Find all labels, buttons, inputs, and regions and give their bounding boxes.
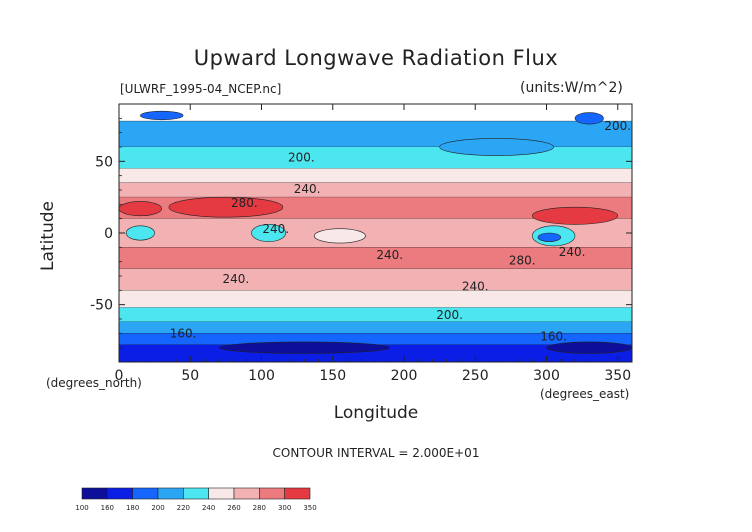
x-tick-label: 50 (181, 368, 199, 384)
field-region (119, 201, 163, 217)
field-region (218, 341, 391, 354)
contour-value-label: 280. (231, 196, 258, 210)
field-region (125, 225, 155, 241)
colorbar-swatch (183, 487, 209, 500)
x-axis-unit-label: (degrees_east) (540, 387, 630, 401)
field-region (251, 224, 287, 242)
contour-value-label: 200. (288, 150, 315, 164)
y-axis-label: Latitude (38, 201, 58, 271)
colorbar-swatch (233, 487, 260, 500)
colorbar-level-label: 200 (151, 504, 164, 512)
contour-value-label: 200. (436, 308, 463, 322)
field-region (439, 138, 554, 156)
colorbar-level-label: 350 (303, 504, 316, 512)
contour-value-label: 240. (462, 279, 489, 293)
y-tick-label: 50 (95, 154, 113, 170)
x-tick-label: 150 (319, 368, 346, 384)
plot-area: 200. 200. 240. 280. 240. 240. 240. 280. 240. 240.… (119, 104, 632, 362)
colorbar-level-label: 260 (227, 504, 240, 512)
x-tick-label: 350 (604, 368, 631, 384)
colorbar-swatch (132, 487, 159, 500)
contour-interval-label: CONTOUR INTERVAL = 2.000E+01 (272, 446, 480, 460)
contour-value-label: 240. (222, 272, 249, 286)
latitude-band (119, 182, 632, 198)
x-tick-label: 0 (115, 368, 124, 384)
latitude-band (119, 290, 632, 308)
field-region (537, 232, 562, 242)
colorbar-level-label: 280 (253, 504, 266, 512)
field-region (531, 206, 619, 225)
colorbar-swatch (208, 487, 235, 500)
latitude-band (119, 268, 632, 291)
x-tick-label: 250 (462, 368, 489, 384)
units-label: (units:W/m^2) (520, 80, 623, 96)
latitude-band (119, 168, 632, 183)
contour-value-label: 160. (540, 330, 567, 344)
latitude-band (119, 321, 632, 334)
latitude-band (119, 307, 632, 322)
colorbar-level-label: 240 (202, 504, 215, 512)
field-region (140, 110, 184, 121)
y-tick-label: -50 (90, 298, 113, 314)
latitude-band (119, 333, 632, 345)
latitude-band (119, 104, 632, 122)
field-region (313, 228, 366, 244)
contour-value-label: 240. (559, 245, 586, 259)
colorbar-level-label: 100 (75, 504, 88, 512)
contour-value-label: 240. (376, 248, 403, 262)
colorbar-swatch (81, 487, 108, 500)
contour-value-label: 200. (604, 119, 631, 133)
colorbar-swatch (284, 487, 311, 500)
latitude-band (119, 121, 632, 147)
x-tick-label: 200 (391, 368, 418, 384)
y-axis-unit-label: (degrees_north) (46, 376, 142, 390)
x-tick-label: 300 (533, 368, 560, 384)
colorbar-swatch (157, 487, 184, 500)
colorbar-level-label: 220 (177, 504, 190, 512)
chart-title: Upward Longwave Radiation Flux (193, 46, 559, 70)
colorbar-level-label: 180 (126, 504, 139, 512)
y-tick-label: 0 (104, 226, 113, 242)
colorbar-swatch (259, 487, 285, 500)
field-region (546, 341, 632, 354)
contour-value-label: 240. (294, 182, 321, 196)
latitude-band (119, 247, 632, 269)
field-region (168, 196, 284, 218)
field-region (574, 112, 604, 125)
contour-value-label: 160. (170, 327, 197, 341)
source-file-label: [ULWRF_1995-04_NCEP.nc] (120, 82, 282, 96)
contour-value-label: 280. (509, 254, 536, 268)
latitude-band (119, 147, 632, 169)
colorbar-swatch (107, 487, 133, 500)
x-axis-label: Longitude (333, 403, 419, 423)
contour-value-label: 240. (262, 222, 289, 236)
x-tick-label: 100 (248, 368, 275, 384)
colorbar-level-label: 300 (278, 504, 291, 512)
colorbar-level-label: 160 (101, 504, 114, 512)
